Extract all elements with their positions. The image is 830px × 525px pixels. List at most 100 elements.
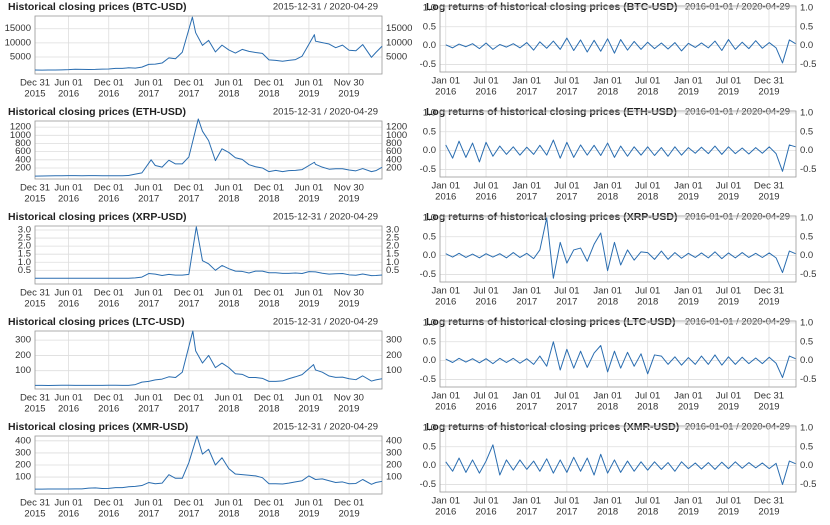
x-tick-label: Dec 31 bbox=[754, 181, 784, 192]
x-tick-label: 2016 bbox=[98, 299, 119, 310]
y-tick-label-right: 400 bbox=[386, 154, 402, 165]
x-tick-label: Dec 01 bbox=[94, 393, 124, 404]
y-tick-label-left: 1000 bbox=[10, 130, 31, 141]
y-tick-label-right: 0.5 bbox=[800, 231, 813, 242]
x-tick-label: 2015 bbox=[24, 299, 45, 310]
x-tick-label: 2019 bbox=[338, 299, 359, 310]
x-tick-label: 2015 bbox=[24, 509, 45, 520]
plot-frame bbox=[439, 425, 797, 493]
y-tick-label-left: 200 bbox=[15, 460, 31, 471]
x-tick-label: 2019 bbox=[678, 297, 699, 308]
y-tick-label-left: 1.0 bbox=[423, 212, 436, 223]
panel: Log returns of historical closing prices… bbox=[420, 316, 817, 413]
y-tick-label-left: 1.0 bbox=[18, 257, 31, 268]
y-tick-label-left: 300 bbox=[15, 335, 31, 346]
x-tick-label: Dec 01 bbox=[254, 393, 284, 404]
panel-title: Log returns of historical closing prices… bbox=[426, 211, 677, 223]
x-tick-label: 2017 bbox=[178, 299, 199, 310]
x-tick-label: Jun 01 bbox=[54, 78, 83, 89]
panel: Historical closing prices (BTC-USD) 2015-… bbox=[5, 1, 413, 100]
price-line bbox=[445, 217, 796, 279]
y-tick-label-left: 0.5 bbox=[423, 126, 436, 137]
y-tick-label-left: 5000 bbox=[10, 52, 31, 63]
x-tick-label: Dec 01 bbox=[254, 183, 284, 194]
price-line bbox=[445, 444, 796, 485]
x-tick-label: 2019 bbox=[718, 507, 739, 518]
x-tick-label: Dec 01 bbox=[94, 183, 124, 194]
panel-title: Historical closing prices (XRP-USD) bbox=[8, 211, 187, 223]
y-tick-label-right: 200 bbox=[386, 460, 402, 471]
x-tick-label: 2018 bbox=[258, 89, 279, 100]
x-tick-label: 2018 bbox=[258, 404, 279, 415]
y-tick-label-right: 1200 bbox=[386, 122, 407, 133]
y-tick-label-left: 0.5 bbox=[423, 231, 436, 242]
y-tick-label-right: 600 bbox=[386, 146, 402, 157]
plot-frame bbox=[439, 320, 797, 388]
x-tick-label: Dec 01 bbox=[94, 288, 124, 299]
x-tick-label: Jul 01 bbox=[473, 286, 498, 297]
x-tick-label: Jul 01 bbox=[716, 496, 741, 507]
y-tick-label-right: 0.0 bbox=[800, 145, 813, 156]
y-tick-label-right: 1.0 bbox=[800, 2, 813, 13]
x-tick-label: Jan 01 bbox=[593, 76, 622, 87]
x-tick-label: Jun 01 bbox=[54, 288, 83, 299]
y-tick-label-left: 1200 bbox=[10, 122, 31, 133]
y-tick-label-right: 1000 bbox=[386, 130, 407, 141]
x-tick-label: 2019 bbox=[338, 89, 359, 100]
x-tick-label: 2017 bbox=[556, 192, 577, 203]
y-tick-label-right: 300 bbox=[386, 335, 402, 346]
y-tick-label-right: 3.0 bbox=[386, 225, 399, 236]
price-line bbox=[35, 435, 383, 490]
panel-subtitle: 2016-01-01 / 2020-04-29 bbox=[685, 2, 790, 13]
panel-title: Log returns of historical closing prices… bbox=[426, 1, 677, 13]
x-tick-label: 2016 bbox=[58, 194, 79, 205]
x-tick-label: 2018 bbox=[637, 402, 658, 413]
y-tick-label-right: 0.0 bbox=[800, 355, 813, 366]
price-line bbox=[35, 226, 383, 279]
x-tick-label: Jun 01 bbox=[295, 183, 324, 194]
y-tick-label-right: 300 bbox=[386, 447, 402, 458]
x-tick-label: 2019 bbox=[758, 402, 779, 413]
y-tick-label-right: 1.0 bbox=[800, 212, 813, 223]
x-tick-label: 2017 bbox=[516, 507, 537, 518]
y-tick-label-right: 0.0 bbox=[800, 40, 813, 51]
x-tick-label: 2018 bbox=[597, 192, 618, 203]
x-tick-label: Jun 01 bbox=[134, 288, 163, 299]
y-tick-label-left: 1.0 bbox=[423, 107, 436, 118]
x-tick-label: Jun 01 bbox=[134, 393, 163, 404]
x-tick-label: 2018 bbox=[597, 507, 618, 518]
x-tick-label: 2017 bbox=[516, 192, 537, 203]
x-tick-label: 2017 bbox=[516, 402, 537, 413]
x-tick-label: Jul 01 bbox=[635, 76, 660, 87]
x-tick-label: 2019 bbox=[758, 507, 779, 518]
y-tick-label-left: 1.0 bbox=[423, 2, 436, 13]
price-line bbox=[34, 16, 383, 71]
x-tick-label: 2019 bbox=[678, 402, 699, 413]
panel-title: Historical closing prices (LTC-USD) bbox=[8, 316, 185, 328]
x-tick-label: 2017 bbox=[516, 297, 537, 308]
y-tick-label-right: 0.5 bbox=[386, 265, 399, 276]
x-tick-label: Nov 30 bbox=[334, 288, 364, 299]
x-tick-label: Jan 01 bbox=[593, 286, 622, 297]
x-tick-label: 2018 bbox=[218, 194, 239, 205]
price-line bbox=[445, 341, 796, 379]
x-tick-label: 2018 bbox=[597, 402, 618, 413]
y-tick-label-right: 0.0 bbox=[800, 460, 813, 471]
x-tick-label: 2018 bbox=[258, 299, 279, 310]
y-tick-label-right: -0.5 bbox=[800, 59, 816, 70]
x-tick-label: 2019 bbox=[718, 402, 739, 413]
plot-frame bbox=[439, 110, 797, 178]
x-tick-label: Dec 31 bbox=[754, 496, 784, 507]
x-tick-label: Jul 01 bbox=[473, 391, 498, 402]
x-tick-label: 2017 bbox=[138, 404, 159, 415]
x-tick-label: Jun 01 bbox=[215, 393, 244, 404]
plot-frame bbox=[34, 225, 383, 285]
x-tick-label: Jun 01 bbox=[134, 78, 163, 89]
x-tick-label: 2016 bbox=[98, 404, 119, 415]
x-tick-label: 2018 bbox=[637, 87, 658, 98]
x-tick-label: Dec 01 bbox=[254, 498, 284, 509]
x-tick-label: 2016 bbox=[58, 509, 79, 520]
x-tick-label: 2019 bbox=[758, 87, 779, 98]
x-tick-label: 2018 bbox=[218, 404, 239, 415]
